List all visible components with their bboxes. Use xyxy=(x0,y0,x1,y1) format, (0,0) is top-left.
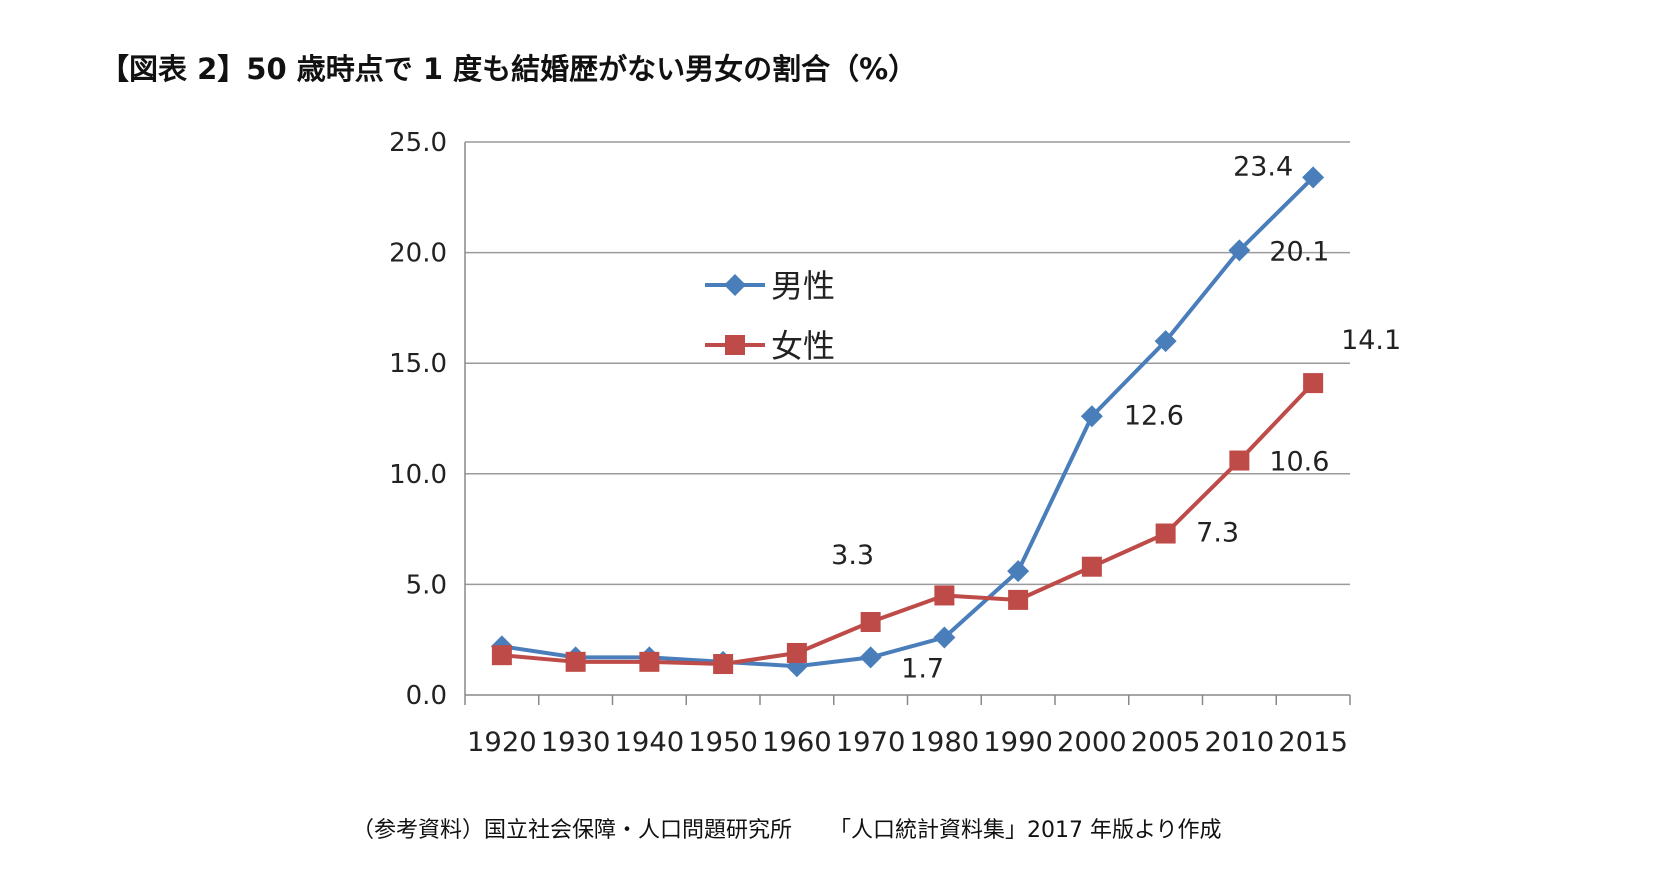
x-tick-label: 1960 xyxy=(762,727,832,758)
data-label: 12.6 xyxy=(1124,400,1184,431)
chart-title: 【図表 2】50 歳時点で 1 度も結婚歴がない男女の割合（%） xyxy=(100,52,918,86)
data-point xyxy=(786,642,807,663)
data-point xyxy=(1228,239,1251,262)
data-point xyxy=(860,612,881,633)
data-point xyxy=(713,654,734,675)
data-label: 10.6 xyxy=(1269,447,1329,478)
series-line xyxy=(501,175,1315,669)
legend-label: 女性 xyxy=(771,327,835,365)
legend-label: 男性 xyxy=(771,267,835,305)
legend-marker xyxy=(725,335,745,355)
x-tick-label: 2005 xyxy=(1131,727,1201,758)
x-tick-label: 1980 xyxy=(910,727,980,758)
data-point xyxy=(934,585,955,606)
y-tick-label: 20.0 xyxy=(389,239,447,269)
x-tick-label: 2010 xyxy=(1205,727,1275,758)
source-note: （参考資料）国立社会保障・人口問題研究所 「人口統計資料集」2017 年版より作… xyxy=(352,812,1222,844)
x-tick-label: 1930 xyxy=(541,727,611,758)
y-tick-label: 0.0 xyxy=(406,681,447,711)
x-tick-label: 1990 xyxy=(983,727,1053,758)
legend-marker xyxy=(724,274,746,296)
source-text: （参考資料）国立社会保障・人口問題研究所 xyxy=(352,818,793,843)
y-tick-label: 5.0 xyxy=(406,570,447,600)
x-tick-label: 1950 xyxy=(688,727,758,758)
data-point xyxy=(1302,166,1325,189)
data-point xyxy=(1007,560,1030,583)
data-point xyxy=(491,645,512,666)
data-point xyxy=(1080,405,1103,428)
publication-text: 「人口統計資料集」2017 年版より作成 xyxy=(829,818,1222,843)
data-point xyxy=(933,626,956,649)
data-label: 14.1 xyxy=(1341,325,1401,356)
data-label: 20.1 xyxy=(1269,236,1329,267)
data-label: 3.3 xyxy=(831,540,874,571)
x-tick-label: 1920 xyxy=(467,727,537,758)
y-tick-label: 25.0 xyxy=(389,128,447,158)
data-label: 7.3 xyxy=(1196,518,1239,549)
series-line xyxy=(501,381,1315,667)
data-point xyxy=(1155,523,1176,544)
data-label: 23.4 xyxy=(1233,151,1293,182)
x-tick-label: 1940 xyxy=(615,727,685,758)
y-tick-label: 10.0 xyxy=(389,460,447,490)
data-point xyxy=(639,651,660,672)
data-point xyxy=(859,646,882,669)
y-tick-label: 15.0 xyxy=(389,349,447,379)
data-point xyxy=(1154,330,1177,353)
data-point xyxy=(1081,556,1102,577)
x-tick-label: 2000 xyxy=(1057,727,1127,758)
data-point xyxy=(1008,589,1029,610)
data-point xyxy=(1303,373,1324,394)
x-tick-label: 2015 xyxy=(1278,727,1348,758)
data-point xyxy=(565,651,586,672)
data-label: 1.7 xyxy=(901,653,944,684)
x-tick-label: 1970 xyxy=(836,727,906,758)
data-point xyxy=(1229,450,1250,471)
